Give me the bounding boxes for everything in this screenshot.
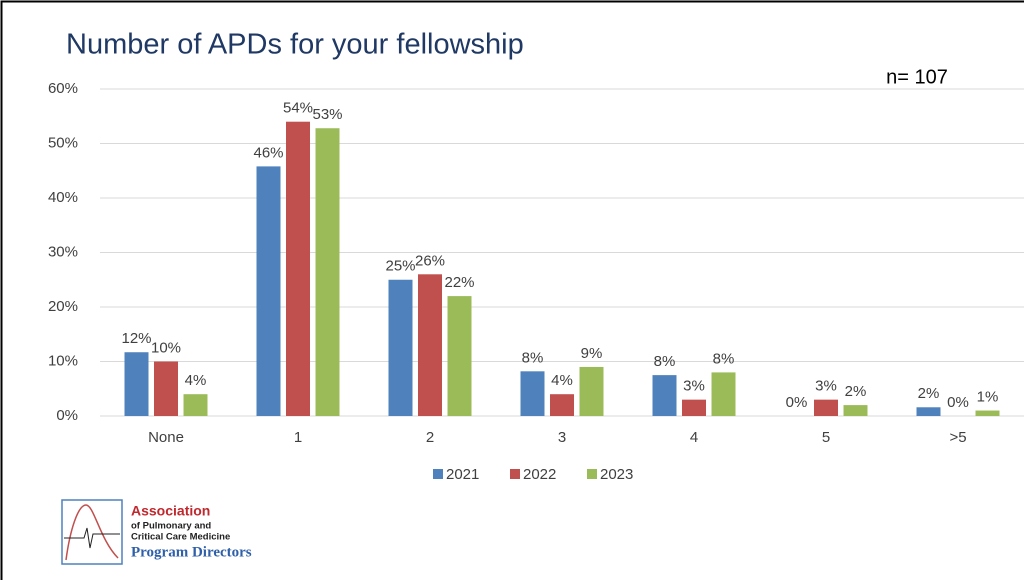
bar: [579, 366, 604, 416]
data-label: 2%: [845, 383, 867, 400]
logo: Association of Pulmonary and Critical Ca…: [61, 499, 252, 565]
data-label: 54%: [283, 100, 313, 117]
y-tick-label: 60%: [48, 80, 78, 97]
logo-ecg: [64, 527, 120, 549]
y-tick-label: 40%: [48, 189, 78, 206]
y-tick-label: 20%: [48, 298, 78, 315]
legend-label: 2021: [446, 466, 479, 483]
x-tick-label: 1: [294, 429, 302, 446]
bar: [682, 399, 706, 416]
logo-frame: [61, 499, 123, 565]
bar: [183, 394, 208, 416]
data-label: 4%: [185, 372, 207, 389]
chart-title: Number of APDs for your fellowship: [66, 29, 524, 61]
y-tick-label: 0%: [56, 407, 78, 424]
bar: [814, 399, 838, 416]
y-tick-label: 50%: [48, 134, 78, 151]
bar: [916, 407, 941, 416]
data-label: 25%: [385, 258, 415, 275]
legend-swatch: [510, 469, 520, 479]
legend-swatch: [587, 469, 597, 479]
y-tick-label: 10%: [48, 352, 78, 369]
data-label: 46%: [253, 144, 283, 161]
bar: [520, 371, 545, 416]
data-label: 8%: [654, 353, 676, 370]
data-label: 1%: [977, 389, 999, 406]
bar: [256, 166, 281, 416]
bar: [418, 274, 442, 416]
y-tick-label: 30%: [48, 243, 78, 260]
data-label: 2%: [918, 385, 940, 402]
bar: [154, 361, 178, 416]
x-tick-label: 2: [426, 429, 434, 446]
data-label: 4%: [551, 372, 573, 389]
data-label: 9%: [581, 345, 603, 362]
bar: [286, 121, 310, 416]
bar: [843, 405, 868, 416]
x-tick-label: 3: [558, 429, 566, 446]
bar: [975, 410, 1000, 416]
logo-text: Program Directors: [131, 544, 252, 560]
bar: [447, 296, 472, 416]
x-tick-label: 5: [822, 429, 830, 446]
data-label: 3%: [815, 378, 837, 395]
data-label: 12%: [121, 330, 151, 347]
logo-text: Critical Care Medicine: [131, 532, 230, 543]
legend-label: 2023: [600, 466, 633, 483]
data-label: 0%: [947, 394, 969, 411]
legend-label: 2022: [523, 466, 556, 483]
logo-text: Association: [131, 503, 210, 519]
data-label: 3%: [683, 378, 705, 395]
data-label: 10%: [151, 339, 181, 356]
data-label: 22%: [444, 274, 474, 291]
x-tick-label: None: [148, 429, 184, 446]
logo-curve: [65, 504, 119, 561]
bar: [124, 352, 149, 416]
x-tick-label: >5: [949, 429, 966, 446]
x-tick-label: 4: [690, 429, 698, 446]
data-label: 26%: [415, 252, 445, 269]
data-label: 8%: [713, 350, 735, 367]
data-label: 53%: [312, 106, 342, 123]
data-label: 0%: [786, 394, 808, 411]
annotation: n= 107: [886, 66, 948, 88]
legend-swatch: [433, 469, 443, 479]
data-label: 8%: [522, 349, 544, 366]
bar: [652, 375, 677, 416]
logo-text: of Pulmonary and: [131, 521, 211, 532]
bar: [550, 394, 574, 416]
bar: [711, 372, 736, 416]
bar: [388, 279, 413, 416]
bar: [315, 128, 340, 417]
